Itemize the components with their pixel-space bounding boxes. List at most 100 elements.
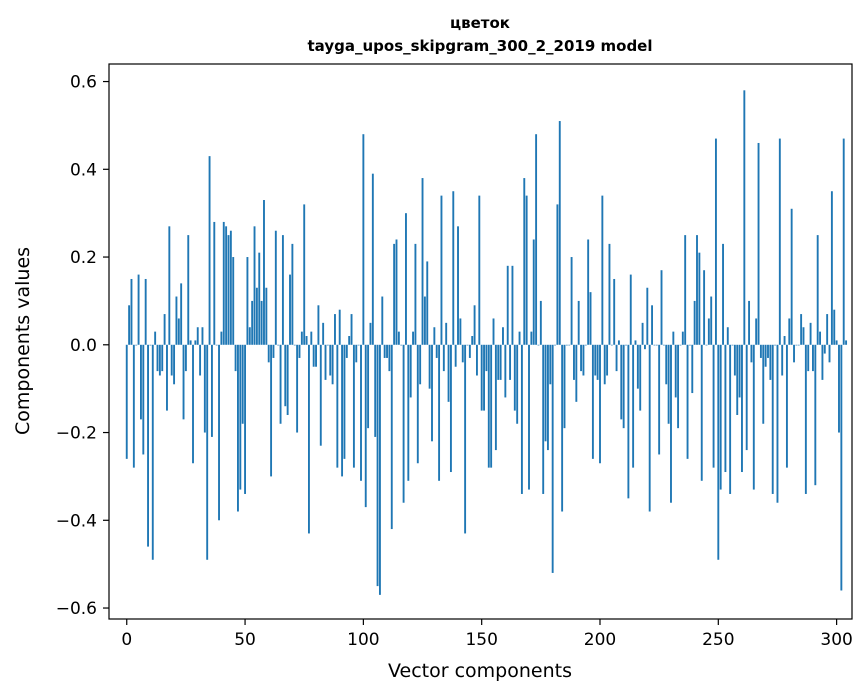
bar bbox=[272, 344, 275, 358]
bar bbox=[416, 344, 419, 464]
bar bbox=[778, 138, 781, 345]
bar bbox=[518, 331, 521, 345]
bar bbox=[125, 344, 128, 459]
bar bbox=[748, 300, 751, 345]
bar bbox=[838, 344, 840, 433]
bar bbox=[428, 344, 431, 389]
bar bbox=[644, 344, 646, 350]
bar bbox=[596, 344, 599, 380]
bar bbox=[582, 344, 585, 376]
bar bbox=[442, 344, 445, 372]
bar bbox=[182, 344, 185, 420]
bar bbox=[788, 318, 791, 345]
bar bbox=[255, 287, 258, 345]
bar bbox=[617, 340, 620, 345]
bar bbox=[826, 314, 829, 345]
bar bbox=[634, 340, 637, 345]
bar bbox=[707, 318, 710, 345]
bar bbox=[554, 344, 556, 346]
bar bbox=[454, 344, 457, 367]
bar bbox=[274, 230, 277, 345]
bar bbox=[717, 344, 720, 560]
bar bbox=[435, 344, 438, 358]
bar bbox=[641, 322, 644, 345]
bar bbox=[132, 344, 135, 468]
bar bbox=[752, 344, 755, 490]
bar bbox=[584, 344, 587, 346]
bar bbox=[599, 344, 601, 464]
bar bbox=[506, 265, 509, 345]
bar bbox=[239, 344, 242, 490]
bar bbox=[199, 344, 202, 376]
bar bbox=[580, 344, 583, 372]
bar bbox=[532, 239, 535, 345]
bar bbox=[797, 344, 800, 346]
x-axis-label: Vector components bbox=[388, 660, 572, 682]
bar bbox=[329, 344, 332, 376]
bar bbox=[480, 344, 483, 411]
bar bbox=[409, 344, 412, 398]
bar bbox=[516, 344, 519, 424]
bar bbox=[520, 344, 523, 494]
bar bbox=[629, 274, 632, 345]
bar bbox=[251, 300, 254, 345]
bar bbox=[331, 344, 334, 385]
bar bbox=[151, 344, 154, 560]
bar bbox=[286, 344, 289, 415]
bar bbox=[670, 344, 672, 503]
bar bbox=[502, 327, 504, 345]
bar bbox=[130, 278, 133, 345]
bar bbox=[525, 195, 528, 345]
bar bbox=[298, 344, 301, 358]
x-tick-label: 0 bbox=[121, 630, 132, 650]
bar bbox=[258, 252, 261, 345]
bar bbox=[509, 344, 512, 380]
bar bbox=[563, 344, 566, 429]
bar bbox=[232, 257, 235, 345]
bar bbox=[300, 331, 303, 345]
bar bbox=[620, 344, 623, 420]
bar bbox=[807, 344, 810, 372]
bar bbox=[381, 296, 384, 345]
bar bbox=[348, 336, 351, 345]
bar bbox=[457, 226, 459, 345]
y-tick-label: 0.0 bbox=[70, 336, 97, 356]
bar bbox=[149, 344, 152, 346]
bar bbox=[490, 344, 493, 468]
bar bbox=[476, 344, 478, 376]
bar bbox=[187, 235, 190, 345]
bar bbox=[471, 336, 474, 345]
bar bbox=[613, 278, 616, 345]
bar bbox=[350, 314, 353, 345]
bar bbox=[466, 344, 469, 346]
bar bbox=[790, 208, 793, 345]
bar bbox=[696, 235, 698, 345]
bar bbox=[816, 235, 819, 345]
bar bbox=[622, 344, 625, 429]
bar bbox=[731, 344, 734, 346]
bar bbox=[360, 344, 362, 481]
bar bbox=[750, 344, 753, 363]
bar bbox=[804, 344, 807, 494]
bar bbox=[712, 344, 715, 468]
y-tick-label: −0.4 bbox=[56, 511, 97, 531]
bar bbox=[426, 261, 429, 345]
bar bbox=[177, 318, 180, 345]
bar bbox=[263, 200, 265, 345]
bar bbox=[215, 344, 218, 346]
bar bbox=[317, 305, 320, 345]
bar bbox=[175, 296, 178, 345]
bar bbox=[440, 195, 443, 345]
bar bbox=[161, 344, 164, 372]
bar bbox=[662, 344, 665, 346]
bar bbox=[397, 331, 400, 345]
bar bbox=[781, 344, 784, 376]
bar bbox=[840, 344, 843, 591]
bar bbox=[352, 344, 355, 468]
bar bbox=[222, 221, 225, 345]
plot-frame bbox=[108, 63, 853, 620]
bar bbox=[769, 344, 772, 380]
bar bbox=[326, 344, 329, 346]
bar bbox=[170, 344, 173, 376]
bar bbox=[229, 230, 232, 345]
